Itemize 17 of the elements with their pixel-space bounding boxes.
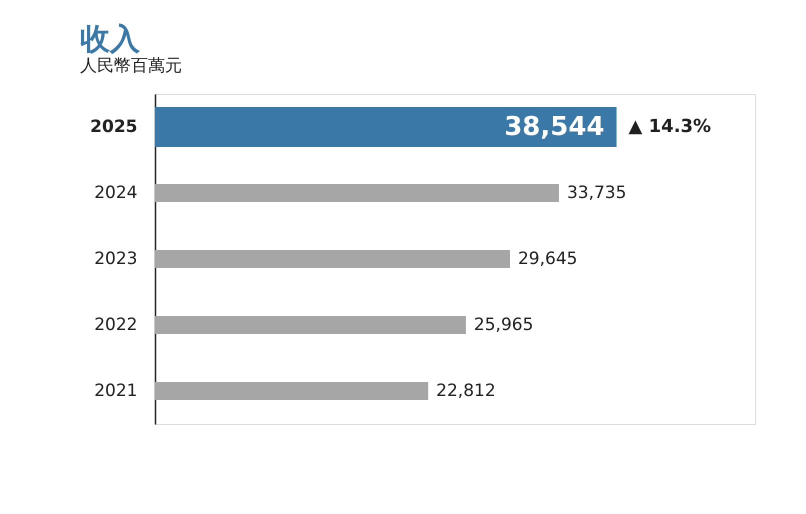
bar — [155, 184, 559, 202]
chart-title: 收入 — [80, 22, 141, 57]
annotation: ▲ 14.3% — [628, 116, 712, 137]
chart-subtitle: 人民幣百萬元 — [80, 56, 182, 76]
bar — [155, 382, 428, 400]
bar — [155, 250, 510, 268]
data-label: 25,965 — [474, 315, 534, 335]
y-tick-label: 2021 — [94, 381, 138, 401]
y-tick-label: 2025 — [90, 117, 138, 137]
bar — [155, 316, 466, 334]
y-tick-label: 2023 — [94, 249, 138, 269]
y-tick-label: 2022 — [94, 315, 138, 335]
data-label: 22,812 — [436, 381, 496, 401]
data-label: 33,735 — [566, 183, 626, 203]
data-label: 38,544 — [504, 112, 605, 142]
data-label: 29,645 — [518, 249, 578, 269]
y-tick-label: 2024 — [94, 183, 138, 203]
